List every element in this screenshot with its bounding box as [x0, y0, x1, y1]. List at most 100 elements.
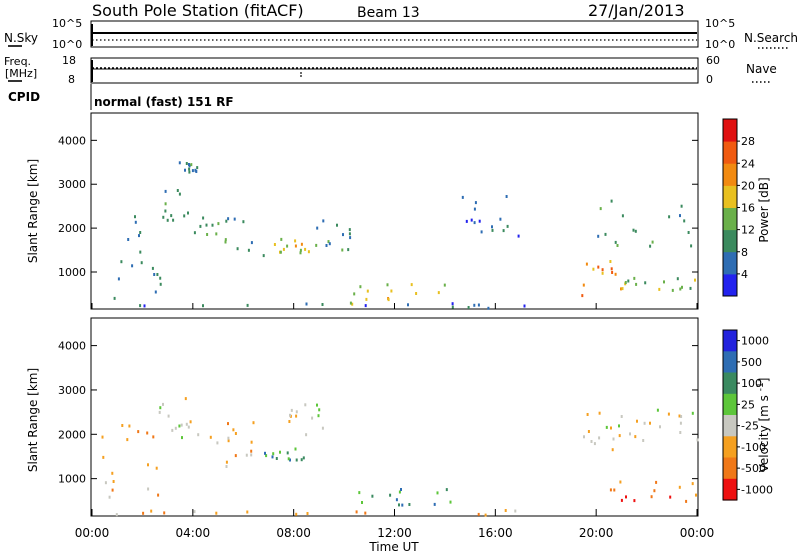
data-cell [152, 435, 155, 439]
data-cell [180, 423, 183, 427]
data-cell [364, 304, 367, 308]
date-label: 27/Jan/2013 [588, 1, 685, 20]
data-cell [651, 240, 654, 244]
nsky-label: N.Sky [4, 31, 38, 45]
colorbar-cell [723, 436, 737, 459]
data-cell [225, 219, 228, 223]
data-cell [445, 488, 448, 492]
data-cell [215, 232, 218, 236]
data-cell [120, 260, 123, 264]
data-cell [121, 424, 124, 427]
power-ylabel: Slant Range [km] [26, 159, 40, 263]
data-cell [159, 282, 162, 286]
data-cell [164, 209, 167, 213]
data-cell [506, 224, 509, 228]
data-cell [102, 455, 105, 459]
freq-label-1: Freq. [4, 55, 31, 68]
data-cell [505, 195, 508, 198]
data-cell [178, 424, 181, 428]
colorbar-tick-label: 24 [741, 157, 755, 170]
x-tick-label: 00:00 [680, 526, 715, 540]
data-cell [151, 266, 154, 270]
nsky-left-bottom: 10^0 [52, 38, 82, 51]
data-cell [436, 491, 439, 495]
data-cell [167, 414, 170, 418]
data-cell [143, 304, 146, 308]
data-cell [246, 303, 249, 307]
data-cell [514, 509, 517, 513]
data-cell [295, 410, 298, 414]
data-cell [599, 207, 602, 211]
data-cell [449, 500, 452, 504]
data-cell [386, 283, 389, 287]
data-cell [695, 493, 697, 497]
data-cell [234, 454, 237, 458]
data-cell [609, 488, 612, 492]
data-cell [649, 244, 652, 248]
data-cell [294, 447, 297, 451]
data-cell [147, 463, 149, 467]
y-tick-label: 4000 [58, 340, 86, 353]
data-cell [232, 428, 235, 432]
data-cell [216, 441, 219, 445]
data-cell [162, 215, 165, 219]
data-cell [139, 304, 142, 308]
data-cell [166, 218, 169, 222]
data-cell [502, 229, 505, 233]
data-cell [224, 240, 227, 244]
data-cell [315, 243, 318, 247]
freq-left-top: 18 [62, 54, 76, 67]
data-cell [158, 410, 161, 414]
data-cell [401, 503, 404, 507]
x-tick-label: 04:00 [176, 526, 211, 540]
data-cell [592, 267, 595, 271]
velocity-colorbar-label-tail: ] [757, 378, 771, 383]
data-cell [193, 510, 196, 514]
data-cell [635, 282, 638, 286]
power-colorbar: 4 8 12 16 20 24 28 [722, 118, 755, 297]
data-cell [307, 250, 310, 254]
data-cell [687, 231, 690, 234]
data-cell [410, 283, 413, 287]
data-cell [271, 455, 274, 459]
data-cell [614, 240, 617, 244]
data-cell [317, 414, 320, 418]
data-cell [612, 437, 615, 441]
data-cell [127, 238, 130, 241]
data-cell [358, 491, 361, 495]
data-cell [150, 509, 153, 513]
data-cell [295, 458, 298, 462]
nsearch-label: N.Search [744, 31, 798, 45]
data-cell [327, 240, 330, 244]
data-cell [478, 219, 481, 223]
freq-trace [91, 60, 697, 82]
velocity-ylabel: Slant Range [km] [26, 368, 40, 472]
data-cell [197, 433, 200, 437]
data-cell [629, 432, 631, 436]
data-cell [451, 305, 454, 309]
data-cell [227, 217, 230, 221]
cpid-label: CPID [8, 90, 40, 104]
data-cell [348, 232, 351, 236]
data-cell [137, 430, 140, 434]
colorbar-cell [723, 251, 737, 275]
data-cell [139, 231, 142, 234]
velocity-y-axis: 1000 2000 3000 4000 [58, 340, 698, 486]
data-cell [195, 170, 198, 173]
data-cell [117, 277, 120, 281]
colorbar-tick-label: 500 [741, 356, 762, 369]
data-cell [618, 424, 620, 428]
data-cell [477, 303, 480, 307]
nsky-left-top: 10^5 [52, 17, 82, 30]
data-cell [153, 273, 156, 276]
data-cell [111, 471, 114, 475]
data-cell [690, 244, 693, 248]
data-cell [289, 458, 291, 462]
data-cell [264, 451, 266, 455]
data-cell [156, 273, 159, 276]
data-cell [598, 411, 601, 415]
colorbar-tick-label: 16 [741, 202, 755, 215]
data-cell [227, 436, 230, 440]
data-cell [113, 296, 116, 300]
